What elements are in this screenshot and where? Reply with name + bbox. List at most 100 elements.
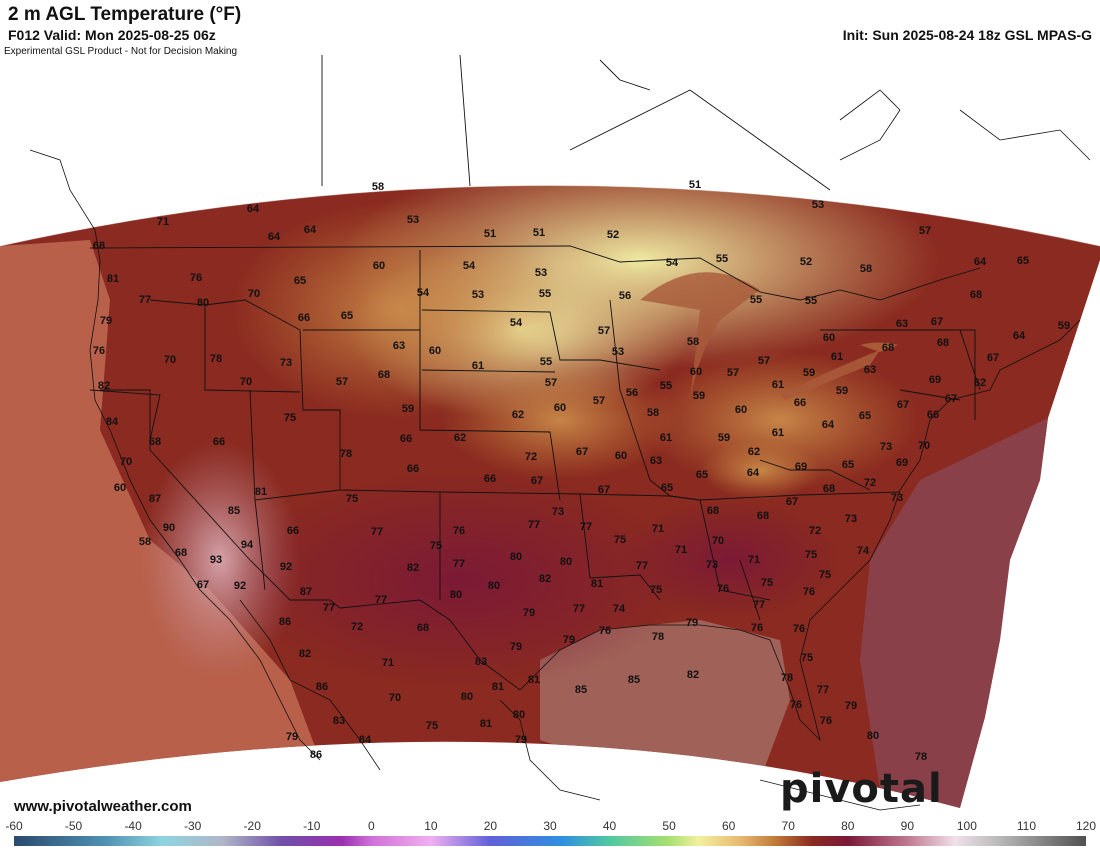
temp-label: 74 (857, 545, 870, 557)
temp-label: 68 (823, 483, 835, 495)
temp-label: 55 (750, 294, 762, 306)
colorbar-tick-label: 80 (841, 819, 855, 833)
valid-time: F012 Valid: Mon 2025-08-25 06z (8, 27, 216, 43)
temp-label: 76 (717, 583, 729, 595)
temp-label: 73 (880, 441, 892, 453)
temp-label: 72 (864, 477, 876, 489)
temp-label: 75 (819, 569, 831, 581)
temp-label: 82 (407, 562, 419, 574)
temp-label: 65 (294, 275, 306, 287)
temp-label: 65 (842, 459, 854, 471)
temp-label: 82 (98, 380, 110, 392)
temp-label: 70 (240, 376, 252, 388)
temp-label: 70 (712, 535, 724, 547)
colorbar-tick-label: 70 (781, 819, 795, 833)
temp-label: 66 (927, 409, 939, 421)
temp-label: 79 (563, 634, 575, 646)
colorbar-tick-label: -20 (243, 819, 261, 833)
temp-label: 70 (389, 692, 401, 704)
temp-label: 67 (598, 484, 610, 496)
temp-label: 85 (628, 674, 640, 686)
temp-label: 66 (213, 436, 225, 448)
colorbar-tick-label: -50 (64, 819, 83, 833)
temp-label: 81 (255, 486, 267, 498)
temp-label: 80 (510, 551, 522, 563)
temp-label: 55 (660, 380, 672, 392)
temp-label: 75 (761, 577, 773, 589)
temp-label: 59 (693, 390, 705, 402)
temp-label: 62 (748, 446, 760, 458)
temp-label: 61 (772, 379, 784, 391)
temp-label: 85 (575, 684, 587, 696)
colorbar-gradient (14, 836, 1086, 846)
temp-label: 73 (706, 559, 718, 571)
temp-label: 92 (234, 580, 246, 592)
temp-label: 58 (372, 181, 384, 193)
temp-label: 69 (929, 374, 941, 386)
temp-label: 75 (650, 584, 662, 596)
temp-label: 80 (513, 709, 525, 721)
temp-label: 62 (512, 409, 524, 421)
colorbar-tick-label: 90 (900, 819, 915, 833)
temp-label: 53 (472, 289, 484, 301)
temp-label: 73 (280, 357, 292, 369)
temp-label: 77 (139, 294, 151, 306)
temp-label: 75 (614, 534, 626, 546)
temp-label: 82 (539, 573, 551, 585)
temp-label: 57 (727, 367, 739, 379)
temp-label: 60 (114, 482, 126, 494)
colorbar-tick-label: 100 (956, 819, 977, 833)
temp-label: 70 (120, 456, 132, 468)
temp-label: 85 (228, 505, 240, 517)
temp-label: 64 (974, 256, 987, 268)
temp-label: 61 (831, 351, 843, 363)
temp-label: 78 (781, 672, 793, 684)
temp-label: 55 (805, 295, 817, 307)
temp-label: 80 (461, 691, 473, 703)
temp-label: 53 (612, 346, 624, 358)
great-lakes (640, 272, 760, 400)
temp-label: 64 (247, 203, 260, 215)
temp-label: 80 (560, 556, 572, 568)
temp-label: 70 (248, 288, 260, 300)
temp-label: 65 (341, 310, 353, 322)
temp-label: 77 (453, 558, 465, 570)
temp-label: 58 (139, 536, 151, 548)
temp-label: 76 (190, 272, 202, 284)
temp-label: 86 (279, 616, 291, 628)
temp-label: 54 (417, 287, 430, 299)
colorbar-tick-label: -30 (183, 819, 202, 833)
temp-label: 86 (316, 681, 328, 693)
temp-label: 66 (407, 463, 419, 475)
temp-label: 79 (510, 641, 522, 653)
temp-label: 80 (450, 589, 462, 601)
website-label: www.pivotalweather.com (14, 798, 192, 815)
temp-label: 64 (268, 231, 281, 243)
temp-label: 81 (492, 681, 504, 693)
colorbar-tick-label: 0 (367, 819, 375, 833)
temp-label: 79 (515, 734, 527, 746)
temp-label: 80 (197, 297, 209, 309)
temp-label: 61 (660, 432, 672, 444)
temp-label: 76 (751, 622, 763, 634)
temp-label: 77 (753, 599, 765, 611)
temp-label: 66 (794, 397, 806, 409)
temp-label: 65 (696, 469, 708, 481)
temp-label: 68 (378, 369, 390, 381)
temp-label: 68 (757, 510, 769, 522)
temp-label: 79 (845, 700, 857, 712)
colorbar-tick-label: 20 (483, 819, 498, 833)
temp-label: 76 (790, 699, 802, 711)
temp-label: 71 (382, 657, 394, 669)
temp-label: 58 (647, 407, 659, 419)
temp-label: 68 (937, 337, 949, 349)
colorbar-tick-label: 110 (1016, 819, 1037, 833)
temperature-map[interactable]: 58 53 64 71 64 64 68 51 51 52 51 53 57 52 58 64 65 68 81 76… (0, 45, 1100, 817)
temp-label: 67 (897, 399, 909, 411)
temp-label: 60 (690, 366, 702, 378)
temp-label: 66 (400, 433, 412, 445)
temp-label: 58 (687, 336, 699, 348)
map-header: 2 m AGL Temperature (°F) F012 Valid: Mon… (0, 0, 1100, 60)
temp-label: 67 (945, 393, 957, 405)
temp-label: 65 (1017, 255, 1029, 267)
